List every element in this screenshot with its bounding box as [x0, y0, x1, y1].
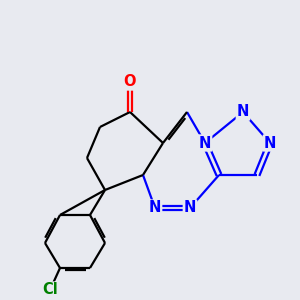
- Text: N: N: [264, 136, 276, 151]
- Text: N: N: [237, 104, 249, 119]
- Text: N: N: [199, 136, 211, 151]
- Text: Cl: Cl: [42, 283, 58, 298]
- Text: N: N: [184, 200, 196, 215]
- Text: N: N: [149, 200, 161, 215]
- Text: O: O: [124, 74, 136, 89]
